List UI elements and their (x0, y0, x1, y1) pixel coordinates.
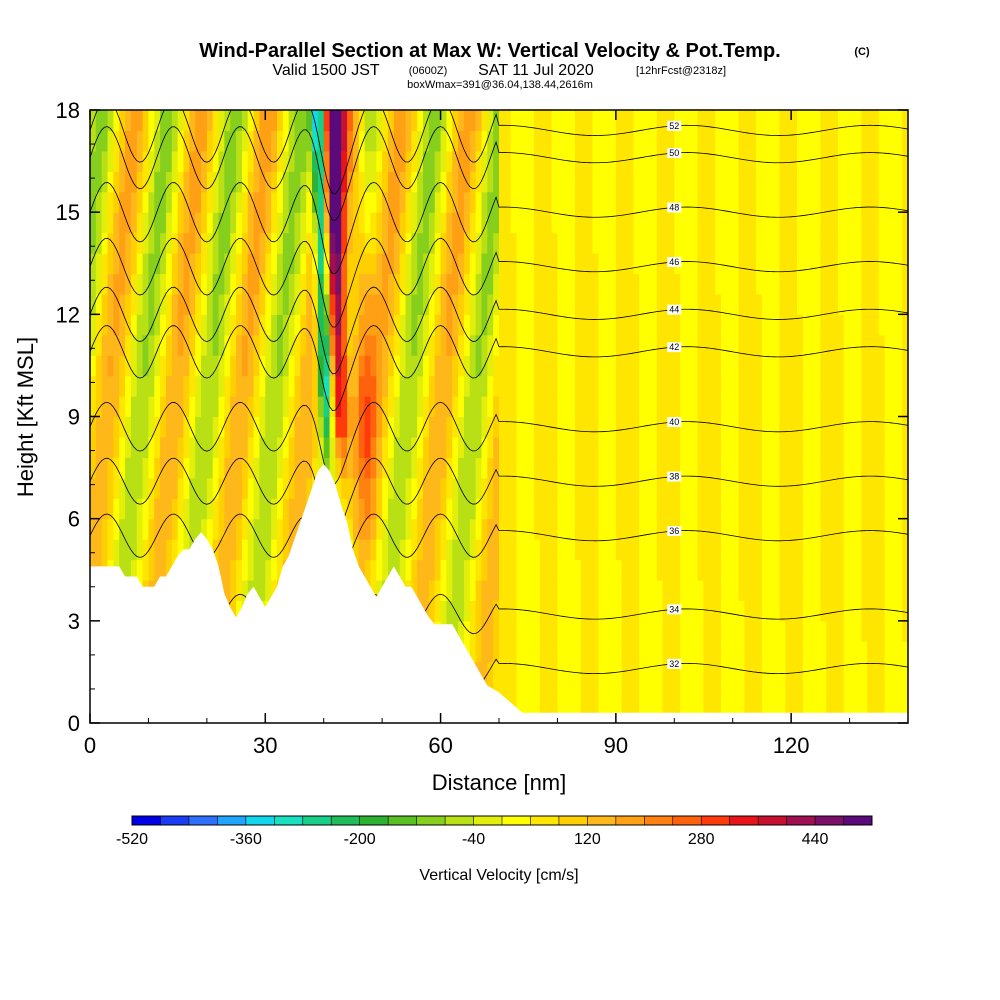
colorbar-swatch (331, 816, 361, 825)
colorbar-swatch (758, 816, 788, 825)
contour-line (90, 325, 908, 411)
y-tick-label: 15 (56, 200, 80, 225)
colorbar-swatch (729, 816, 759, 825)
colorbar-tick-label: -200 (344, 831, 376, 848)
colorbar-swatch (587, 816, 617, 825)
y-tick-label: 0 (68, 711, 80, 736)
copyright-mark: (C) (854, 46, 870, 58)
colorbar-swatch (815, 816, 845, 825)
contour-label: 46 (669, 257, 679, 267)
contour-label-bg (667, 148, 682, 159)
y-tick-label: 9 (68, 405, 80, 430)
contour-label: 52 (669, 121, 679, 131)
colorbar-swatch (359, 816, 389, 825)
contour-label-bg (667, 471, 682, 482)
contour-label-bg (667, 256, 682, 267)
colorbar-tick-label: -520 (116, 831, 148, 848)
contour-label: 48 (669, 203, 679, 213)
colorbar-tick-label: 440 (802, 831, 829, 848)
colorbar-swatch (245, 816, 275, 825)
forecast-info: [12hrFcst@2318z] (636, 65, 726, 77)
colorbar-swatch (502, 816, 531, 825)
contour-label-bg (667, 120, 682, 131)
colorbar-swatch (786, 816, 816, 825)
contour-line (90, 237, 908, 328)
x-tick-label: 30 (253, 733, 277, 758)
colorbar-swatch (160, 816, 190, 825)
y-tick-label: 18 (56, 98, 80, 123)
contour-label-bg (667, 417, 682, 428)
colorbar-tick-label: -40 (462, 831, 485, 848)
title-block: Wind-Parallel Section at Max W: Vertical… (199, 40, 870, 91)
contour-line (90, 110, 908, 195)
colorbar-swatch (672, 816, 702, 825)
y-axis-label: Height [Kft MSL] (13, 337, 38, 497)
x-tick-label: 90 (604, 733, 628, 758)
colorbar-tick-label: 120 (574, 831, 601, 848)
colorbar-title: Vertical Velocity [cm/s] (419, 867, 578, 884)
contour-label: 42 (669, 342, 679, 352)
theta-contours: 32 34 36 38 40 42 44 46 48 50 52 (90, 110, 908, 722)
valid-utc: (0600Z) (409, 65, 448, 77)
contour-label-bg (667, 658, 682, 669)
contour-line (90, 181, 908, 275)
chart-title: Wind-Parallel Section at Max W: Vertical… (199, 40, 780, 62)
colorbar-swatch (473, 816, 503, 825)
x-tick-label: 0 (84, 733, 96, 758)
contour-line (90, 513, 908, 592)
colorbar-swatch (843, 816, 873, 825)
contour-label: 50 (669, 148, 679, 158)
contour-label-bg (667, 604, 682, 615)
x-tick-label: 60 (428, 733, 452, 758)
y-tick-label: 6 (68, 507, 80, 532)
x-tick-label: 120 (773, 733, 810, 758)
box-max-info: boxWmax=391@36.04,138.44,2616m (407, 79, 593, 91)
contour-line (90, 286, 908, 375)
x-axis-label: Distance [nm] (432, 770, 567, 795)
colorbar-swatch (132, 816, 161, 825)
contour-label-bg (667, 342, 682, 353)
colorbar-swatch (302, 816, 332, 825)
contour-label: 32 (669, 659, 679, 669)
colorbar-swatch (274, 816, 304, 825)
valid-date: SAT 11 Jul 2020 (478, 62, 594, 79)
colorbar-swatch (388, 816, 418, 825)
colorbar-swatch (445, 816, 475, 825)
contour-label: 38 (669, 472, 679, 482)
colorbar-swatch (188, 816, 218, 825)
contour-label: 34 (669, 604, 679, 614)
colorbar-swatch (217, 816, 247, 825)
colorbar-swatch (701, 816, 731, 825)
contour-label-bg (667, 526, 682, 537)
contour-label-bg (667, 202, 682, 213)
valid-time: Valid 1500 JST (272, 62, 380, 79)
colorbar-tick-label: 280 (688, 831, 715, 848)
contour-label: 36 (669, 526, 679, 536)
colorbar-swatch (558, 816, 588, 825)
y-tick-label: 12 (56, 302, 80, 327)
contour-label: 40 (669, 417, 679, 427)
y-tick-label: 3 (68, 609, 80, 634)
colorbar-swatch (615, 816, 645, 825)
contour-label-bg (667, 304, 682, 315)
contour-label: 44 (669, 305, 679, 315)
terrain-mask (90, 464, 908, 723)
contour-line (90, 401, 908, 485)
contour-line (90, 457, 908, 539)
colorbar-tick-label: -360 (230, 831, 262, 848)
contour-line (90, 126, 908, 221)
colorbar-swatch (416, 816, 446, 825)
colorbar-swatch (644, 816, 674, 825)
colorbar: -520 -360 -200 -40 120 280 440 (116, 815, 873, 848)
plot-area: 32 34 36 38 40 42 44 46 48 50 52 (90, 110, 908, 723)
colorbar-swatch (530, 816, 560, 825)
